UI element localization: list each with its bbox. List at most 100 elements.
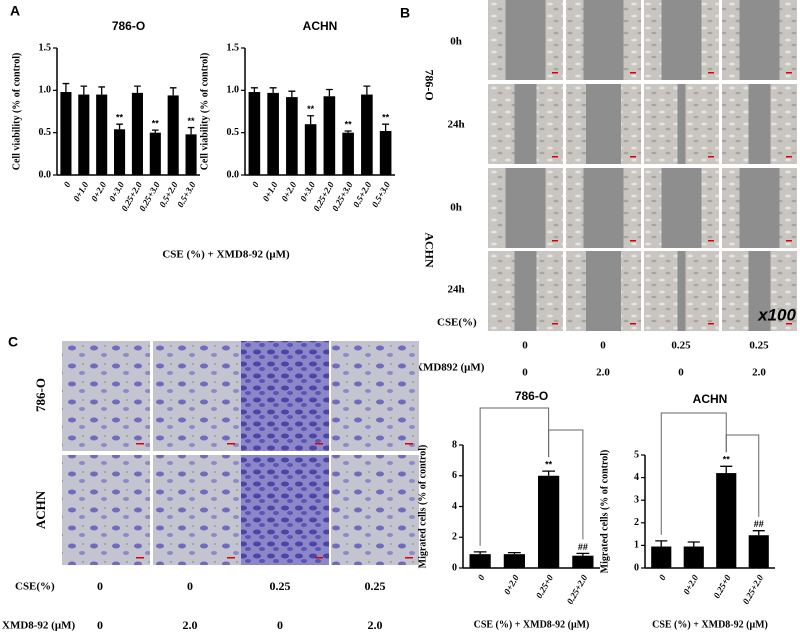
cell-region bbox=[566, 84, 586, 164]
error-bar bbox=[269, 87, 277, 93]
bar bbox=[267, 92, 279, 175]
bar bbox=[683, 546, 704, 568]
wound-image bbox=[566, 84, 641, 164]
image-bg bbox=[62, 455, 150, 565]
bar bbox=[167, 95, 179, 175]
y-tick-label: 1 bbox=[634, 540, 639, 551]
error-bar bbox=[542, 470, 555, 476]
wound-image bbox=[488, 168, 563, 248]
bar bbox=[342, 132, 354, 175]
scale-bar bbox=[227, 557, 235, 559]
image-bg bbox=[331, 455, 419, 565]
bar bbox=[248, 92, 261, 175]
scale-bar bbox=[786, 72, 792, 74]
y-axis-label: Cell viability (% of control) bbox=[199, 53, 210, 171]
row-label: CSE(%) bbox=[437, 317, 477, 329]
significance-label: ** bbox=[188, 116, 196, 126]
x-tick-label: 0.25+0 bbox=[711, 573, 733, 600]
bar bbox=[503, 554, 525, 568]
wound-image bbox=[566, 251, 641, 331]
significance-label: ** bbox=[723, 455, 731, 465]
error-bar bbox=[307, 115, 315, 125]
bar bbox=[538, 475, 560, 568]
scale-bar bbox=[630, 240, 636, 242]
cell-region bbox=[644, 168, 662, 248]
magnification: x100 bbox=[757, 305, 796, 324]
scale-bar bbox=[552, 156, 558, 158]
condition-value: 0.25 bbox=[270, 579, 291, 593]
cell-region bbox=[701, 0, 719, 80]
error-bar bbox=[508, 551, 521, 555]
cell-region bbox=[623, 0, 641, 80]
cell-region bbox=[644, 0, 662, 80]
transwell-image bbox=[62, 455, 150, 565]
scale-bar bbox=[786, 323, 792, 325]
scale-bar bbox=[405, 443, 413, 445]
significance-label: ## bbox=[578, 542, 588, 552]
image-bg bbox=[331, 341, 419, 451]
error-bar bbox=[576, 552, 590, 556]
y-tick-label: 1.0 bbox=[227, 85, 240, 96]
y-tick-label: 1.5 bbox=[39, 42, 52, 53]
error-bar bbox=[325, 88, 333, 97]
scale-bar bbox=[786, 156, 792, 158]
scale-bar bbox=[315, 557, 323, 559]
wound-image bbox=[488, 84, 563, 164]
y-axis-label: Migrated cells (% of control) bbox=[599, 450, 610, 574]
cell-region bbox=[722, 251, 749, 331]
cell-region bbox=[566, 251, 586, 331]
y-tick-label: 4 bbox=[452, 501, 457, 512]
x-axis-label: CSE (%) + XMD8-92 (μM) bbox=[162, 249, 290, 261]
x-tick-label: 0+1.0 bbox=[71, 180, 90, 204]
y-tick-label: 3 bbox=[634, 494, 639, 505]
error-bar bbox=[363, 85, 371, 95]
condition-value: 2.0 bbox=[368, 618, 383, 632]
cell-region bbox=[536, 84, 563, 164]
significance-label: ## bbox=[754, 519, 764, 529]
significance-label: ** bbox=[345, 119, 353, 129]
row-label: CSE(%) bbox=[15, 581, 55, 593]
error-bar bbox=[80, 85, 88, 95]
bar bbox=[304, 124, 317, 175]
condition-value: 0 bbox=[277, 618, 283, 632]
error-bar bbox=[151, 129, 159, 133]
error-bar bbox=[752, 530, 765, 536]
chart-title: ACHN bbox=[303, 19, 338, 33]
error-bar bbox=[473, 551, 487, 555]
time-label: 0h bbox=[450, 202, 462, 214]
comparison-bracket bbox=[725, 434, 760, 517]
x-tick-label: 0.25+0 bbox=[534, 573, 556, 600]
wound-image bbox=[566, 168, 641, 248]
wound-image bbox=[722, 84, 797, 164]
error-bar bbox=[720, 465, 733, 474]
condition-value: 2.0 bbox=[183, 618, 198, 632]
significance-label: ** bbox=[152, 119, 160, 129]
y-tick-label: 8 bbox=[452, 439, 457, 450]
y-tick-label: 0.0 bbox=[39, 169, 52, 180]
cell-region bbox=[488, 251, 515, 331]
y-tick-label: 1.0 bbox=[39, 85, 52, 96]
wound-image bbox=[566, 0, 641, 80]
x-tick-label: 0+2.0 bbox=[279, 180, 298, 204]
wound-image bbox=[488, 251, 563, 331]
transwell-image bbox=[62, 341, 150, 451]
scale-bar bbox=[405, 557, 413, 559]
panel-label: C bbox=[8, 334, 18, 350]
x-tick-label: 0 bbox=[250, 180, 261, 189]
y-tick-label: 1.5 bbox=[227, 42, 240, 53]
cell-line-label: ACHN bbox=[33, 490, 48, 529]
scale-bar bbox=[708, 72, 714, 74]
cell-line-label: ACHN bbox=[422, 232, 436, 268]
scale-bar bbox=[552, 323, 558, 325]
bar bbox=[651, 546, 672, 568]
cell-region bbox=[566, 0, 584, 80]
cell-region bbox=[701, 168, 719, 248]
x-tick-label: 0.5+3.0 bbox=[175, 180, 198, 209]
cell-region bbox=[488, 0, 506, 80]
scale-bar bbox=[708, 323, 714, 325]
bar bbox=[323, 96, 336, 175]
x-tick-label: 0 bbox=[62, 180, 73, 189]
condition-value: 0 bbox=[678, 367, 684, 379]
bar bbox=[78, 94, 90, 175]
time-label: 0h bbox=[450, 36, 462, 48]
